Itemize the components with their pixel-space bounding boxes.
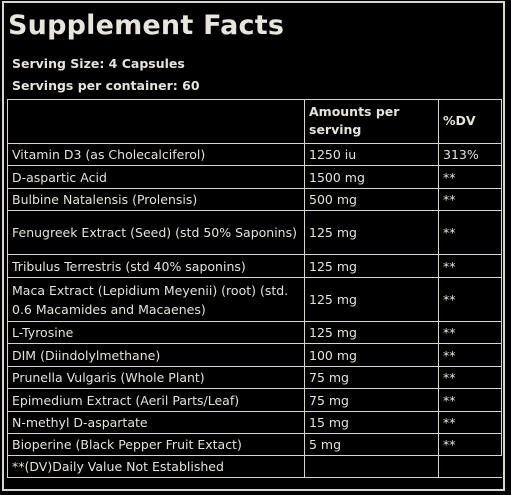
- cell-name: Vitamin D3 (as Cholecalciferol): [7, 143, 305, 166]
- cell-name: Tribulus Terrestris (std 40% saponins): [7, 254, 305, 278]
- cell-amount: 75 mg: [304, 366, 439, 389]
- cell-dv: **: [438, 277, 502, 322]
- cell-amount: 125 mg: [304, 277, 439, 322]
- cell-name: D-aspartic Acid: [7, 165, 305, 189]
- footnote-empty-cell: [438, 455, 502, 478]
- table-row: Prunella Vulgaris (Whole Plant) 75 mg **: [7, 366, 502, 389]
- cell-name: L-Tyrosine: [7, 321, 305, 344]
- cell-dv: **: [438, 388, 502, 412]
- supplement-facts-table: Amounts per serving %DV Vitamin D3 (as C…: [7, 99, 502, 478]
- servings-per-container: Servings per container: 60: [12, 78, 200, 93]
- cell-dv: **: [438, 343, 502, 367]
- cell-dv: **: [438, 210, 502, 255]
- cell-dv: **: [438, 366, 502, 389]
- cell-name: Bulbine Natalensis (Prolensis): [7, 188, 305, 211]
- table-row: D-aspartic Acid 1500 mg **: [7, 165, 502, 189]
- table-row: DIM (Diindolylmethane) 100 mg **: [7, 343, 502, 367]
- header-dv: %DV: [438, 99, 502, 144]
- cell-name: Bioperine (Black Pepper Fruit Extact): [7, 433, 305, 456]
- cell-amount: 75 mg: [304, 388, 439, 412]
- cell-dv: **: [438, 411, 502, 434]
- footnote-empty-cell: [304, 455, 439, 478]
- cell-amount: 500 mg: [304, 188, 439, 211]
- cell-name: Epimedium Extract (Aeril Parts/Leaf): [7, 388, 305, 412]
- cell-amount: 1250 iu: [304, 143, 439, 166]
- header-amount: Amounts per serving: [304, 99, 439, 144]
- cell-name: Prunella Vulgaris (Whole Plant): [7, 366, 305, 389]
- footnote-row: **(DV)Daily Value Not Established: [7, 455, 502, 478]
- serving-size: Serving Size: 4 Capsules: [12, 56, 185, 71]
- cell-amount: 100 mg: [304, 343, 439, 367]
- cell-amount: 1500 mg: [304, 165, 439, 189]
- cell-amount: 125 mg: [304, 210, 439, 255]
- table-row: Bioperine (Black Pepper Fruit Extact) 5 m…: [7, 433, 502, 456]
- cell-dv: **: [438, 254, 502, 278]
- cell-name: DIM (Diindolylmethane): [7, 343, 305, 367]
- cell-dv: **: [438, 165, 502, 189]
- table-row: L-Tyrosine 125 mg **: [7, 321, 502, 344]
- cell-amount: 125 mg: [304, 321, 439, 344]
- table-header-row: Amounts per serving %DV: [7, 99, 502, 144]
- cell-amount: 15 mg: [304, 411, 439, 434]
- cell-name: Maca Extract (Lepidium Meyenii) (root) (…: [7, 277, 305, 322]
- cell-dv: 313%: [438, 143, 502, 166]
- cell-name: Fenugreek Extract (Seed) (std 50% Saponi…: [7, 210, 305, 255]
- table-row: Tribulus Terrestris (std 40% saponins) 12…: [7, 254, 502, 278]
- cell-amount: 125 mg: [304, 254, 439, 278]
- cell-name: N-methyl D-aspartate: [7, 411, 305, 434]
- header-ingredient: [7, 99, 305, 144]
- page-title: Supplement Facts: [8, 10, 285, 41]
- cell-dv: **: [438, 321, 502, 344]
- table-row: Vitamin D3 (as Cholecalciferol) 1250 iu 31…: [7, 143, 502, 166]
- table-row: Maca Extract (Lepidium Meyenii) (root) (…: [7, 277, 502, 322]
- footnote: **(DV)Daily Value Not Established: [7, 455, 305, 478]
- table-row: N-methyl D-aspartate 15 mg **: [7, 411, 502, 434]
- cell-dv: **: [438, 188, 502, 211]
- table-row: Fenugreek Extract (Seed) (std 50% Saponi…: [7, 210, 502, 255]
- table-row: Epimedium Extract (Aeril Parts/Leaf) 75 m…: [7, 388, 502, 412]
- cell-dv: **: [438, 433, 502, 456]
- table-row: Bulbine Natalensis (Prolensis) 500 mg **: [7, 188, 502, 211]
- cell-amount: 5 mg: [304, 433, 439, 456]
